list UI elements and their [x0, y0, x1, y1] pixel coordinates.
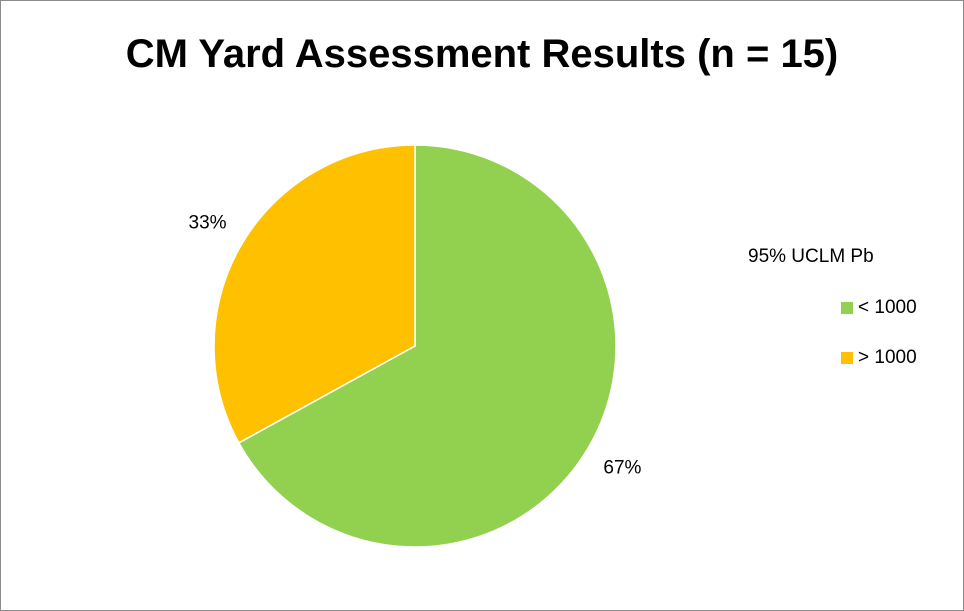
legend-swatch-gt-1000	[841, 352, 853, 364]
chart-title: CM Yard Assessment Results (n = 15)	[125, 32, 839, 76]
legend: 95% UCLM Pb < 1000 > 1000	[748, 246, 917, 396]
legend-swatch-lt-1000	[841, 302, 853, 314]
pie-slice-gt-1000	[213, 144, 416, 444]
pie-slice-lt-1000	[237, 144, 617, 548]
legend-label-gt-1000: > 1000	[858, 347, 917, 368]
data-label-gt-1000: 33%	[189, 212, 227, 233]
legend-entry-lt-1000: < 1000	[841, 296, 917, 320]
data-label-lt-1000: 67%	[603, 458, 641, 479]
legend-entry-gt-1000: > 1000	[841, 346, 917, 370]
legend-title: 95% UCLM Pb	[748, 246, 874, 267]
legend-label-lt-1000: < 1000	[858, 297, 917, 318]
